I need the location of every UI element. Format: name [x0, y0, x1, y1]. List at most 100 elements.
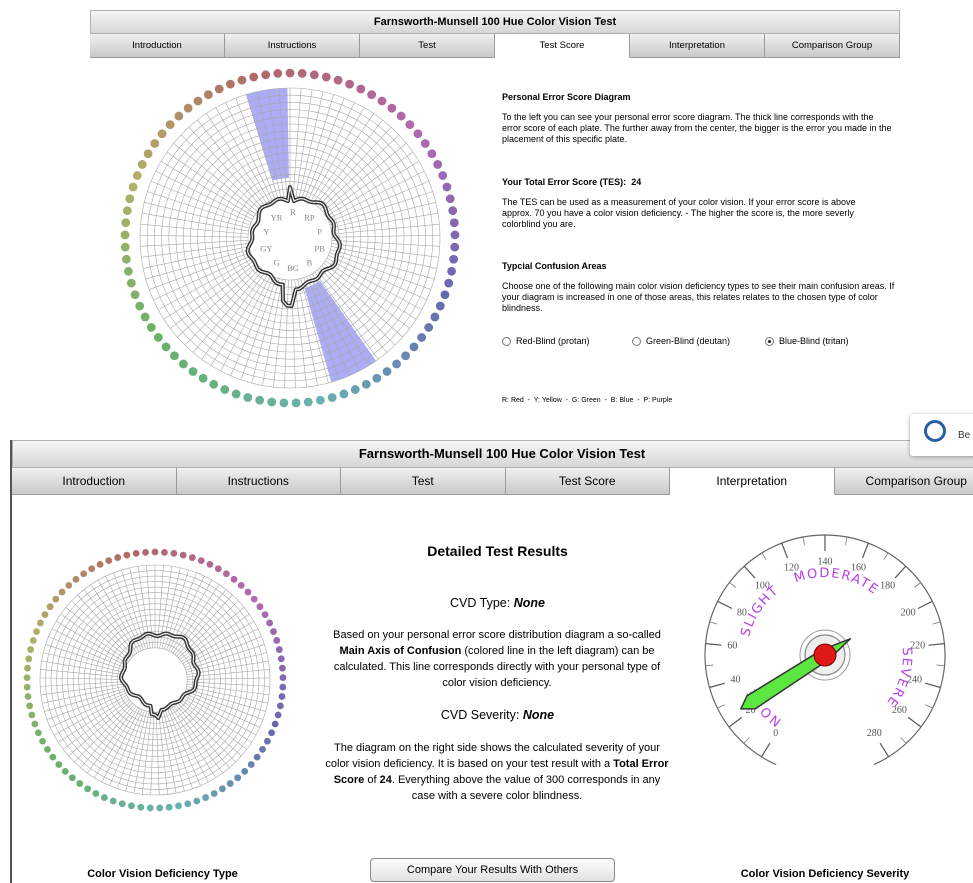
hue-cap: [309, 70, 319, 80]
heading: Detailed Test Results: [427, 543, 568, 559]
grid-spoke: [155, 170, 253, 220]
hue-cap: [135, 301, 145, 311]
tab[interactable]: Test Score: [495, 34, 630, 58]
grid-spoke: [295, 89, 313, 197]
hue-cap: [188, 554, 196, 561]
grid-spoke: [178, 701, 242, 757]
hue-label: Y: [263, 226, 269, 236]
hue-cap: [41, 611, 49, 619]
hue-cap: [303, 397, 313, 407]
gauge-tick-label: 200: [901, 608, 916, 619]
hue-cap: [61, 767, 69, 775]
hue-cap: [230, 575, 238, 583]
gauge-zone-text: MODERATE: [792, 566, 880, 598]
cvd-severity: CVD Severity: None: [320, 708, 675, 722]
hue-cap: [125, 194, 135, 204]
hue-cap: [25, 655, 33, 663]
grid-spoke: [160, 711, 177, 794]
grid-spoke: [298, 91, 324, 198]
hue-cap: [132, 171, 142, 180]
radio-option[interactable]: Red-Blind (protan): [502, 336, 590, 347]
hue-cap: [179, 551, 187, 559]
grid-spoke: [144, 202, 250, 229]
hue-cap: [26, 702, 34, 710]
radio-button[interactable]: [502, 337, 511, 346]
grid-spoke: [183, 695, 257, 736]
grid-spoke: [330, 249, 435, 280]
tab[interactable]: Test: [341, 468, 506, 495]
radio-option[interactable]: Green-Blind (deutan): [632, 336, 730, 347]
hue-cap: [214, 565, 222, 573]
hue-cap: [165, 120, 175, 130]
caption: Color Vision Deficiency Type: [87, 868, 238, 880]
popup-icon: [924, 420, 946, 442]
gauge-tick: [705, 643, 722, 646]
tab[interactable]: Introduction: [12, 468, 177, 495]
grid-spoke: [43, 652, 124, 673]
grid-spoke: [53, 695, 127, 736]
gauge-tick-label: 80: [737, 608, 747, 619]
tab[interactable]: Comparison Group: [834, 468, 973, 495]
text-run: 24: [379, 774, 392, 786]
hue-cap: [255, 395, 265, 405]
tab[interactable]: Test Score: [505, 468, 670, 495]
grid-spoke: [300, 278, 329, 384]
grid-spoke: [331, 243, 439, 258]
gauge-tick: [924, 682, 941, 689]
grid-spoke: [117, 710, 145, 789]
tab[interactable]: Instructions: [225, 34, 360, 58]
radio-option[interactable]: Blue-Blind (tritan): [765, 336, 849, 347]
gauge-rim: [704, 534, 946, 766]
grid-spoke: [180, 134, 260, 210]
grid-spoke: [151, 180, 252, 223]
grid-spoke: [158, 257, 254, 311]
tab[interactable]: Instructions: [176, 468, 341, 495]
text-run: of: [364, 774, 380, 786]
grid-spoke: [184, 267, 261, 346]
tab[interactable]: Interpretation: [630, 34, 765, 58]
grid-spoke: [323, 263, 410, 329]
hue-cap: [247, 761, 255, 768]
grid-spoke: [331, 223, 440, 235]
gauge-tick: [894, 565, 907, 579]
hub-ring: [799, 629, 851, 681]
grid-spoke: [309, 275, 360, 372]
hue-cap: [266, 619, 273, 627]
gauge-tick-label: 40: [730, 674, 740, 685]
hue-cap: [438, 171, 448, 180]
hue-cap: [68, 774, 76, 782]
hue-cap: [261, 70, 271, 80]
tab[interactable]: Interpretation: [670, 468, 835, 495]
tab-bar: Introduction Instructions Test Test Score In…: [12, 468, 973, 495]
grid-spoke: [140, 240, 249, 247]
grid-spoke: [331, 240, 440, 247]
radio-button[interactable]: [765, 337, 774, 346]
tab[interactable]: Test: [360, 34, 495, 58]
tab[interactable]: Comparison Group: [765, 34, 900, 58]
radio-label: Blue-Blind (tritan): [779, 336, 849, 346]
hue-cap: [122, 206, 132, 216]
hue-cap: [193, 96, 203, 106]
grid-spoke: [284, 279, 289, 388]
hue-cap: [121, 218, 131, 228]
hue-cap: [33, 628, 40, 635]
tab[interactable]: Introduction: [90, 34, 225, 58]
hue-cap: [183, 103, 193, 113]
grid-spoke: [50, 693, 126, 728]
radio-label: Green-Blind (deutan): [646, 336, 731, 346]
compare-button[interactable]: Compare Your Results With Others: [370, 858, 615, 882]
hue-cap: [297, 69, 307, 78]
grid-spoke: [230, 276, 274, 376]
radio-button[interactable]: [632, 337, 641, 346]
hue-cap: [413, 129, 423, 139]
grid-spoke: [173, 705, 223, 774]
hue-label: R: [290, 207, 296, 217]
gauge-minor-tick: [932, 621, 941, 625]
hue-cap: [58, 588, 66, 596]
gauge-minor-tick: [914, 582, 921, 588]
grid-spoke: [306, 276, 350, 376]
hue-cap: [271, 720, 279, 728]
grid-spoke: [125, 711, 148, 792]
hue-cap: [244, 588, 252, 596]
hue-cap: [409, 342, 419, 352]
